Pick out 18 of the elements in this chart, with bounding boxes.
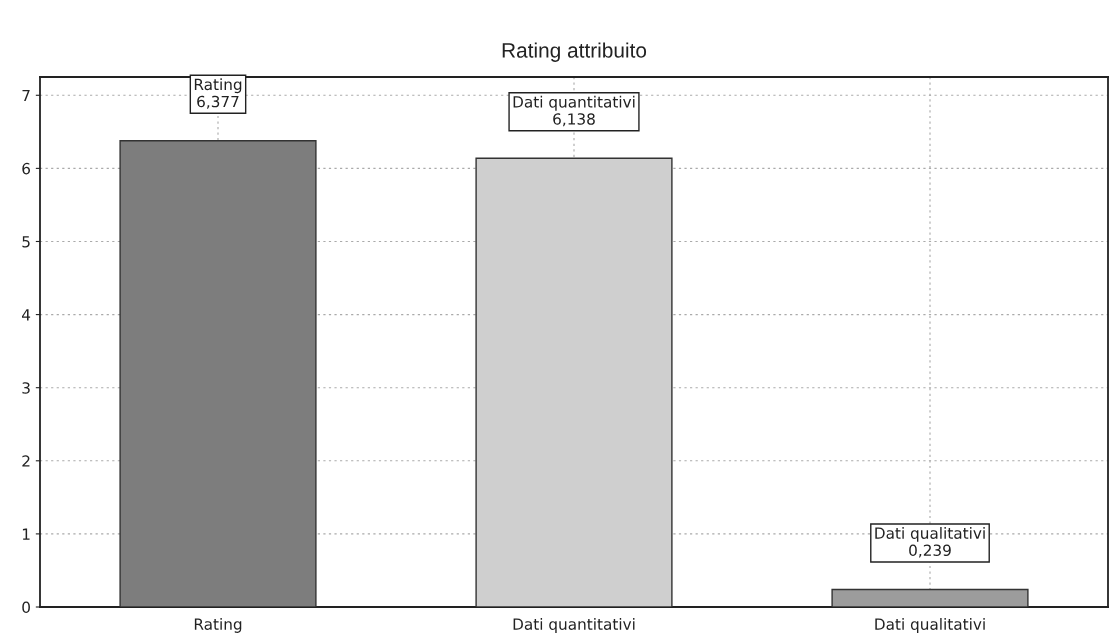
y-tick-label: 0 [22,601,30,614]
y-tick-label: 1 [22,528,30,540]
bar [119,140,317,607]
y-tick-label: 5 [22,236,30,248]
y-tick-label: 4 [22,309,31,321]
bar [831,588,1029,607]
chart-title: Rating attribuito [502,42,647,62]
x-tick-label: Rating [194,618,242,633]
y-tick-label: 2 [22,455,30,467]
bar [475,157,673,607]
y-tick-label: 6 [22,162,31,175]
y-tick-label: 7 [22,89,30,102]
data-label: Rating 6,377 [194,78,242,109]
x-tick-label: Dati qualitativi [875,618,985,633]
data-label: Dati qualitativi 0,239 [875,527,985,558]
x-tick-label: Dati quantitativi [513,618,635,633]
y-tick-label: 3 [22,382,30,394]
data-label: Dati quantitativi 6,138 [513,95,635,127]
